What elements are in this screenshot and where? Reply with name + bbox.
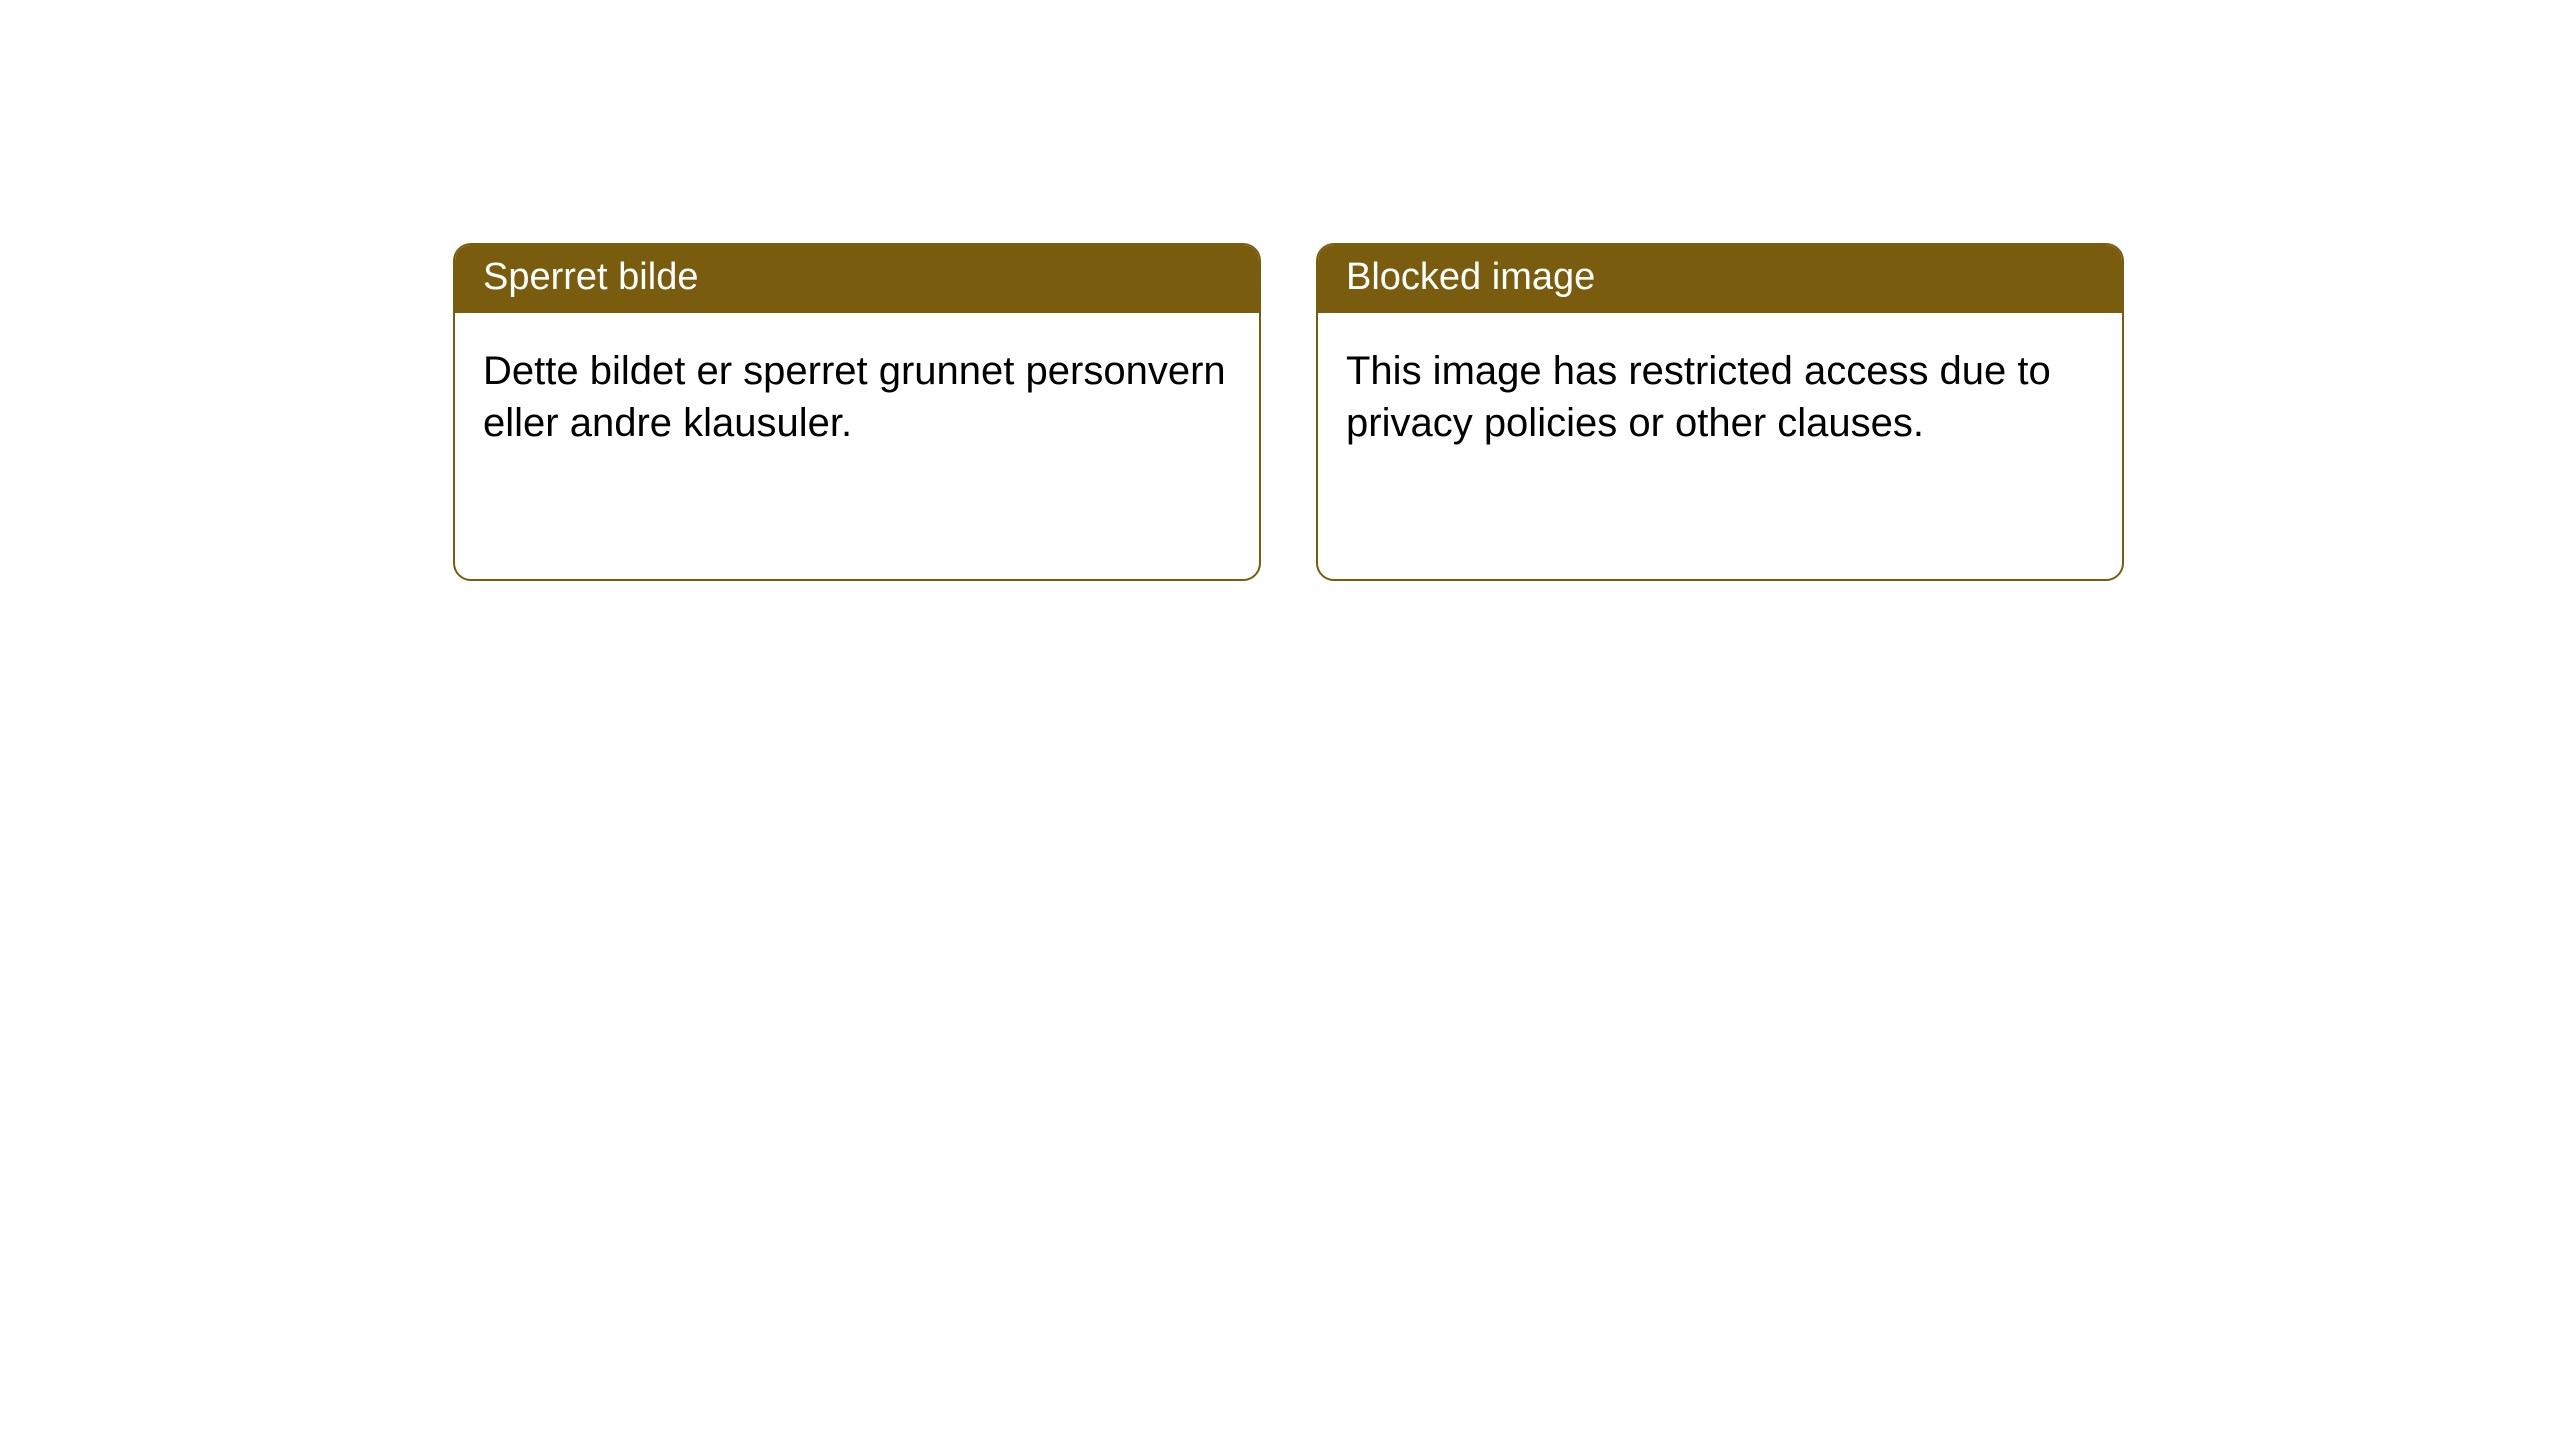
notice-body-english: This image has restricted access due to … [1318,313,2122,471]
notice-title-norwegian: Sperret bilde [455,245,1259,313]
notice-body-norwegian: Dette bildet er sperret grunnet personve… [455,313,1259,471]
notice-card-english: Blocked image This image has restricted … [1316,243,2124,581]
notice-container: Sperret bilde Dette bildet er sperret gr… [0,0,2560,581]
notice-title-english: Blocked image [1318,245,2122,313]
notice-card-norwegian: Sperret bilde Dette bildet er sperret gr… [453,243,1261,581]
